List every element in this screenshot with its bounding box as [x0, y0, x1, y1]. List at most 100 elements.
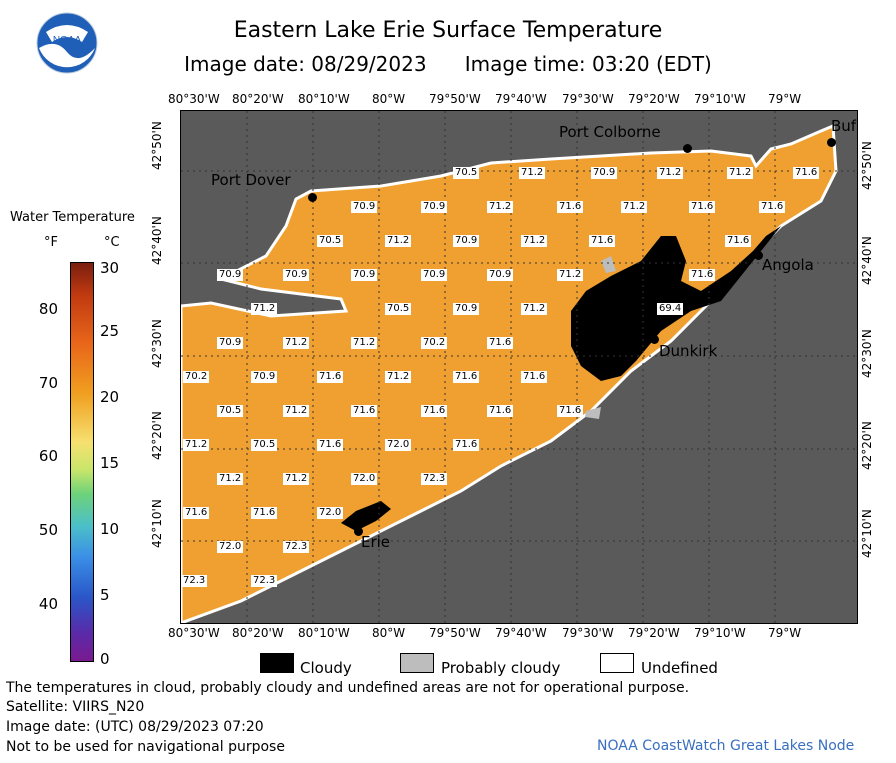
image-subtitle: Image date: 08/29/2023 Image time: 03:20… — [0, 52, 896, 76]
temp-label: 71.6 — [317, 439, 344, 451]
temp-label: 71.6 — [689, 269, 716, 281]
temp-label: 70.9 — [453, 303, 480, 315]
satellite-note: Satellite: VIIRS_N20 — [6, 699, 145, 715]
city-dunkirk: Dunkirk — [659, 342, 718, 360]
lat-label: 42°20'N — [860, 421, 874, 470]
temp-label: 71.2 — [519, 167, 546, 179]
navigation-note: Not to be used for navigational purpose — [6, 739, 285, 755]
temp-label: 70.5 — [453, 167, 480, 179]
city-angola: Angola — [762, 256, 814, 274]
temp-label: 71.6 — [793, 167, 820, 179]
lon-label: 80°30'W — [168, 626, 220, 640]
temp-label: 70.2 — [421, 337, 448, 349]
tick-f: 50 — [38, 521, 58, 539]
temp-label: 70.5 — [217, 405, 244, 417]
probably-cloudy-area — [601, 256, 616, 273]
lake-map: 70.5 71.2 70.9 71.2 71.2 71.6 70.9 70.9 … — [180, 110, 858, 624]
lat-label: 42°50'N — [150, 121, 164, 170]
lon-label: 79°40'W — [495, 92, 547, 106]
temp-label: 72.3 — [181, 575, 208, 587]
temp-label: 72.3 — [421, 473, 448, 485]
temp-label: 71.2 — [283, 473, 310, 485]
city-erie: Erie — [361, 533, 391, 551]
temp-label: 71.6 — [557, 405, 584, 417]
temp-label: 72.3 — [251, 575, 278, 587]
temp-label: 71.2 — [487, 201, 514, 213]
temp-label: 71.6 — [317, 371, 344, 383]
tick-c: 30 — [100, 259, 120, 277]
undefined-swatch — [600, 653, 634, 673]
temp-label: 71.6 — [557, 201, 584, 213]
cloudy-label: Cloudy — [300, 659, 352, 677]
temp-label: 70.5 — [317, 235, 344, 247]
city-port-dover: Port Dover — [211, 171, 291, 189]
cloudy-swatch — [260, 653, 294, 673]
temp-label: 71.6 — [453, 439, 480, 451]
lat-label: 42°30'N — [860, 329, 874, 378]
credit-text: NOAA CoastWatch Great Lakes Node — [597, 738, 855, 754]
temp-label: 71.2 — [283, 405, 310, 417]
lon-label: 79°50'W — [429, 92, 481, 106]
lon-label: 80°20'W — [232, 626, 284, 640]
image-time: Image time: 03:20 (EDT) — [464, 52, 712, 76]
tick-f: 70 — [38, 374, 58, 392]
lon-label: 79°50'W — [429, 626, 481, 640]
temp-label: 71.2 — [251, 303, 278, 315]
temp-label: 71.6 — [453, 371, 480, 383]
temp-label: 72.0 — [317, 507, 344, 519]
temp-label: 71.6 — [487, 405, 514, 417]
city-marker — [754, 251, 763, 260]
temp-label: 69.4 — [657, 303, 684, 315]
undefined-label: Undefined — [641, 659, 718, 677]
temp-label: 72.0 — [385, 439, 412, 451]
temp-label: 70.9 — [487, 269, 514, 281]
city-port-colborne: Port Colborne — [559, 123, 661, 141]
temp-label: 71.6 — [589, 235, 616, 247]
temp-label: 70.9 — [217, 337, 244, 349]
lat-label: 42°40'N — [150, 216, 164, 265]
temp-label: 71.2 — [385, 371, 412, 383]
temp-label: 71.2 — [351, 337, 378, 349]
tick-c: 25 — [100, 322, 120, 340]
temp-label: 71.2 — [521, 303, 548, 315]
temp-label: 71.6 — [183, 507, 210, 519]
temp-label: 72.0 — [351, 473, 378, 485]
temp-label: 70.9 — [351, 269, 378, 281]
city-marker — [308, 193, 317, 202]
tick-c: 20 — [100, 388, 120, 406]
lake-map-svg — [181, 111, 857, 623]
temp-label: 71.2 — [385, 235, 412, 247]
temp-label: 71.2 — [557, 269, 584, 281]
tick-c: 10 — [100, 520, 120, 538]
legend-title: Water Temperature — [10, 210, 135, 225]
tick-f: 60 — [38, 447, 58, 465]
temp-label: 71.6 — [251, 507, 278, 519]
lon-label: 79°40'W — [495, 626, 547, 640]
image-date: Image date: 08/29/2023 — [184, 52, 427, 76]
temp-label: 71.6 — [759, 201, 786, 213]
lat-label: 42°30'N — [150, 319, 164, 368]
temp-label: 70.9 — [421, 201, 448, 213]
lat-label: 42°10'N — [150, 499, 164, 548]
operational-note: The temperatures in cloud, probably clou… — [6, 680, 690, 696]
temp-label: 71.6 — [421, 405, 448, 417]
tick-c: 15 — [100, 454, 120, 472]
lon-label: 80°20'W — [232, 92, 284, 106]
noaa-logo: NOAA — [36, 12, 98, 74]
temp-label: 70.9 — [421, 269, 448, 281]
temp-label: 72.0 — [217, 541, 244, 553]
lon-label: 80°W — [372, 626, 406, 640]
probably-cloudy-label: Probably cloudy — [441, 659, 561, 677]
lon-label: 79°30'W — [562, 92, 614, 106]
tick-c: 0 — [100, 650, 110, 668]
city-marker — [827, 138, 836, 147]
temp-label: 72.3 — [283, 541, 310, 553]
city-marker — [650, 335, 659, 344]
temperature-colorbar — [70, 262, 94, 662]
lon-label: 79°30'W — [562, 626, 614, 640]
lon-label: 79°10'W — [694, 92, 746, 106]
temp-label: 71.2 — [657, 167, 684, 179]
page-title: Eastern Lake Erie Surface Temperature — [233, 18, 663, 43]
utc-date-note: Image date: (UTC) 08/29/2023 07:20 — [6, 719, 264, 735]
temp-label: 71.2 — [183, 439, 210, 451]
